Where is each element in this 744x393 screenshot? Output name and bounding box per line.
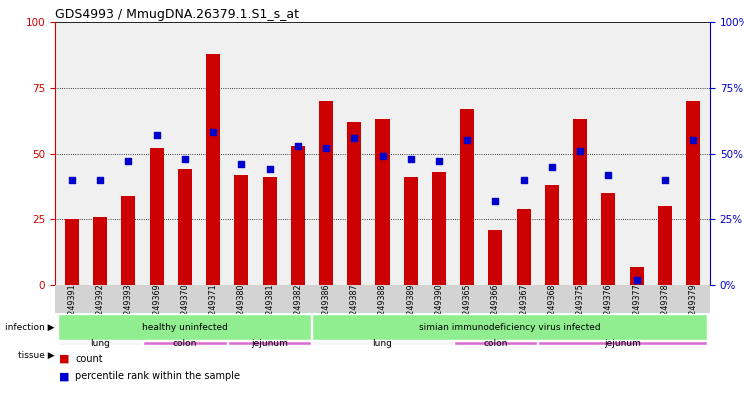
Bar (150, 148, 164, 285)
Point (348, 134, 360, 141)
Point (235, 161, 247, 167)
Point (687, 137, 699, 143)
Bar (291, 146, 305, 285)
Bar (376, 119, 390, 285)
Text: ■: ■ (59, 354, 69, 364)
Bar (432, 172, 446, 285)
Point (151, 132, 163, 138)
Bar (143, 341, 227, 345)
Point (405, 156, 417, 162)
Text: infection ▶: infection ▶ (4, 323, 54, 332)
Point (94, 177, 106, 183)
Point (546, 163, 558, 170)
Bar (65, 219, 79, 285)
Point (376, 153, 388, 159)
Bar (539, 341, 707, 345)
Bar (319, 101, 333, 285)
Point (207, 129, 219, 136)
Text: percentile rank within the sample: percentile rank within the sample (75, 371, 240, 381)
Bar (58, 341, 142, 345)
Point (123, 158, 135, 165)
Bar (312, 314, 707, 340)
Point (490, 198, 501, 204)
Text: healthy uninfected: healthy uninfected (142, 323, 228, 332)
Point (292, 143, 304, 149)
Point (603, 171, 615, 178)
Text: jejunum: jejunum (604, 338, 641, 347)
Point (631, 277, 643, 283)
Point (518, 177, 530, 183)
Bar (347, 122, 362, 285)
Bar (601, 193, 615, 285)
Bar (312, 341, 452, 345)
Bar (263, 177, 277, 285)
Text: lung: lung (90, 338, 110, 347)
Point (433, 158, 445, 165)
Text: lung: lung (373, 338, 392, 347)
Bar (488, 230, 502, 285)
Bar (686, 101, 700, 285)
Text: count: count (75, 354, 103, 364)
Bar (58, 314, 311, 340)
Text: jejunum: jejunum (251, 338, 288, 347)
Bar (629, 266, 644, 285)
Text: simian immunodeficiency virus infected: simian immunodeficiency virus infected (419, 323, 600, 332)
Text: colon: colon (173, 338, 197, 347)
Bar (121, 196, 135, 285)
Bar (454, 341, 537, 345)
Bar (460, 109, 474, 285)
Bar (93, 217, 107, 285)
Text: ■: ■ (59, 371, 69, 381)
Point (574, 148, 586, 154)
Point (179, 156, 190, 162)
Text: colon: colon (484, 338, 507, 347)
Point (320, 145, 332, 151)
Bar (234, 174, 248, 285)
Bar (404, 177, 418, 285)
Bar (228, 341, 311, 345)
Bar (573, 119, 587, 285)
Bar (206, 53, 220, 285)
Text: tissue ▶: tissue ▶ (18, 351, 54, 360)
Point (461, 137, 473, 143)
Bar (545, 185, 559, 285)
Point (263, 166, 275, 173)
Point (66, 177, 78, 183)
Bar (178, 169, 192, 285)
Bar (516, 209, 530, 285)
Point (659, 177, 671, 183)
Text: GDS4993 / MmugDNA.26379.1.S1_s_at: GDS4993 / MmugDNA.26379.1.S1_s_at (55, 8, 299, 21)
Bar (658, 206, 672, 285)
